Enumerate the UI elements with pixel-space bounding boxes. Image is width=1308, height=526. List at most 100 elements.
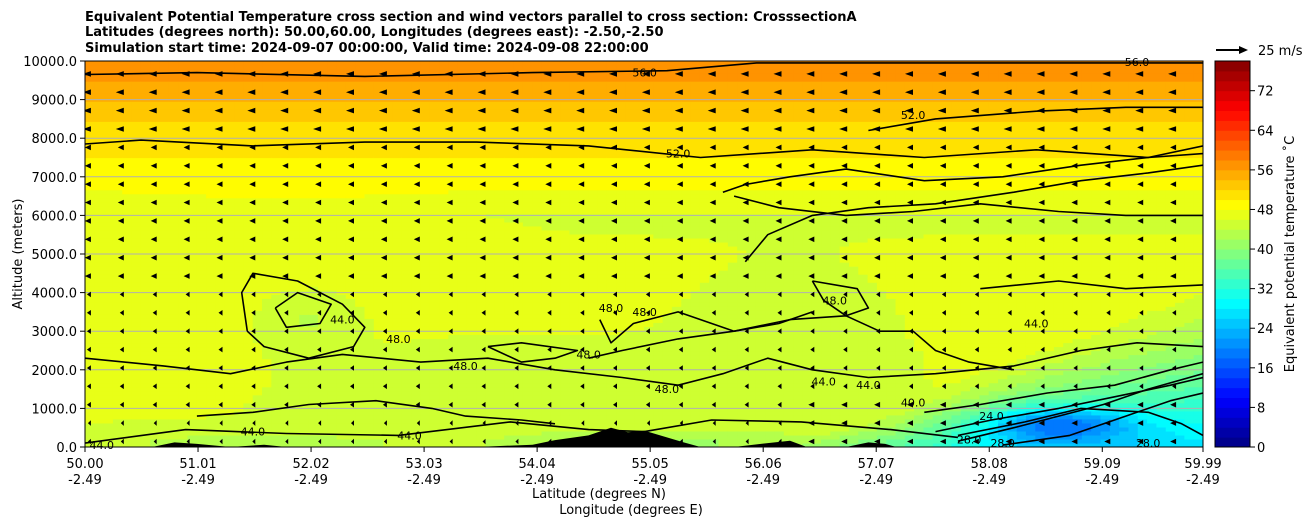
field-cell xyxy=(476,322,487,327)
field-cell xyxy=(466,322,477,327)
field-cell xyxy=(448,209,459,215)
field-cell xyxy=(513,438,524,444)
field-cell xyxy=(532,370,543,376)
field-cell xyxy=(560,326,571,331)
field-cell xyxy=(541,254,552,259)
field-cell xyxy=(103,422,114,428)
field-cell xyxy=(159,89,170,94)
field-cell xyxy=(336,193,347,199)
field-cell xyxy=(411,370,421,376)
field-cell xyxy=(206,378,217,384)
field-cell xyxy=(532,366,543,372)
field-cell xyxy=(271,398,282,404)
field-cell xyxy=(224,125,235,130)
field-cell xyxy=(485,306,496,311)
field-cell xyxy=(224,386,235,392)
field-cell xyxy=(289,81,300,86)
field-cell xyxy=(234,153,244,159)
field-cell xyxy=(448,101,459,106)
field-cell xyxy=(140,189,151,195)
field-cell xyxy=(429,350,440,356)
field-cell xyxy=(383,69,394,74)
field-cell xyxy=(243,262,254,267)
field-cell xyxy=(513,173,524,179)
field-cell xyxy=(439,410,449,416)
field-cell xyxy=(392,77,403,82)
field-cell xyxy=(122,330,133,336)
field-cell xyxy=(485,65,496,70)
field-cell xyxy=(345,185,356,191)
field-cell xyxy=(112,193,123,199)
field-cell xyxy=(522,266,533,271)
field-cell xyxy=(206,426,217,432)
field-cell xyxy=(355,314,366,319)
field-cell xyxy=(94,237,105,243)
field-cell xyxy=(103,77,114,82)
field-cell xyxy=(234,406,244,412)
field-cell xyxy=(140,438,151,444)
field-cell xyxy=(122,378,133,384)
field-cell xyxy=(420,382,431,388)
field-cell xyxy=(308,65,319,70)
field-cell xyxy=(234,169,244,175)
field-cell xyxy=(411,157,421,163)
field-cell xyxy=(411,386,421,392)
field-cell xyxy=(392,370,403,376)
field-cell xyxy=(466,221,477,227)
field-cell xyxy=(504,225,515,231)
field-cell xyxy=(439,241,449,247)
field-cell xyxy=(345,378,356,384)
field-cell xyxy=(280,434,291,440)
field-cell xyxy=(308,101,319,106)
field-cell xyxy=(429,245,440,251)
field-cell xyxy=(411,177,421,183)
field-cell xyxy=(401,266,412,271)
field-cell xyxy=(448,109,459,114)
field-cell xyxy=(476,77,487,82)
field-cell xyxy=(513,73,524,78)
field-cell xyxy=(364,109,375,114)
field-cell xyxy=(364,153,375,159)
field-cell xyxy=(355,426,366,432)
field-cell xyxy=(289,414,300,420)
field-cell xyxy=(485,209,496,215)
field-cell xyxy=(439,129,449,134)
field-cell xyxy=(532,398,543,404)
field-cell xyxy=(122,270,133,275)
field-cell xyxy=(429,266,440,271)
field-cell xyxy=(150,221,161,227)
field-cell xyxy=(234,434,244,440)
field-cell xyxy=(466,314,477,319)
field-cell xyxy=(196,157,207,163)
field-cell xyxy=(196,414,207,420)
field-cell xyxy=(178,245,189,251)
field-cell xyxy=(271,181,282,187)
field-cell xyxy=(504,113,515,118)
field-cell xyxy=(317,125,328,130)
field-cell xyxy=(522,177,533,183)
field-cell xyxy=(94,121,105,126)
field-cell xyxy=(392,338,403,344)
field-cell xyxy=(103,105,114,110)
field-cell xyxy=(448,213,459,219)
field-cell xyxy=(560,418,571,424)
field-cell xyxy=(513,69,524,74)
field-cell xyxy=(550,374,561,380)
field-cell xyxy=(112,133,123,138)
field-cell xyxy=(112,386,123,392)
field-cell xyxy=(466,402,477,408)
field-cell xyxy=(420,249,431,255)
field-cell xyxy=(383,81,394,86)
field-cell xyxy=(401,326,412,331)
field-cell xyxy=(494,161,505,167)
field-cell xyxy=(532,294,543,299)
field-cell xyxy=(271,418,282,424)
field-cell xyxy=(112,209,123,215)
field-cell xyxy=(457,61,468,66)
field-cell xyxy=(299,342,310,348)
field-cell xyxy=(271,133,282,138)
field-cell xyxy=(317,185,328,191)
field-cell xyxy=(401,342,412,348)
field-cell xyxy=(178,89,189,94)
field-cell xyxy=(560,233,571,239)
